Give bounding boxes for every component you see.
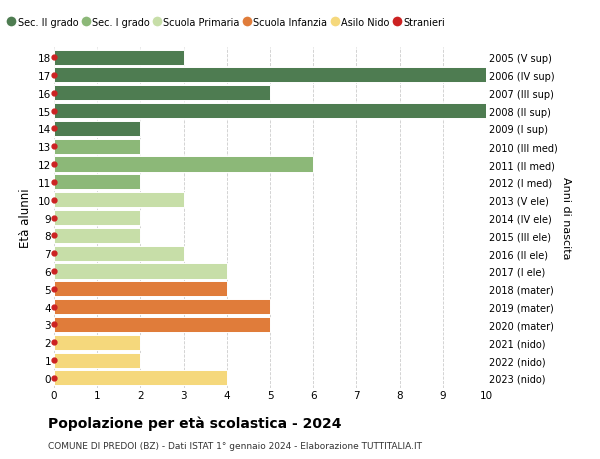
Text: Popolazione per età scolastica - 2024: Popolazione per età scolastica - 2024: [48, 415, 341, 430]
Bar: [54, 140, 140, 154]
Bar: [54, 193, 184, 208]
Bar: [54, 68, 486, 84]
Bar: [54, 246, 184, 261]
Bar: [54, 122, 140, 137]
Bar: [54, 157, 313, 172]
Bar: [54, 104, 486, 119]
Y-axis label: Età alunni: Età alunni: [19, 188, 32, 248]
Bar: [54, 211, 140, 225]
Bar: [54, 86, 270, 101]
Y-axis label: Anni di nascita: Anni di nascita: [562, 177, 571, 259]
Bar: [54, 370, 227, 386]
Legend: Sec. II grado, Sec. I grado, Scuola Primaria, Scuola Infanzia, Asilo Nido, Stran: Sec. II grado, Sec. I grado, Scuola Prim…: [5, 14, 449, 32]
Bar: [54, 335, 140, 350]
Bar: [54, 175, 140, 190]
Text: COMUNE DI PREDOI (BZ) - Dati ISTAT 1° gennaio 2024 - Elaborazione TUTTITALIA.IT: COMUNE DI PREDOI (BZ) - Dati ISTAT 1° ge…: [48, 441, 422, 450]
Bar: [54, 299, 270, 314]
Bar: [54, 282, 227, 297]
Bar: [54, 353, 140, 368]
Bar: [54, 228, 140, 243]
Bar: [54, 50, 184, 66]
Bar: [54, 317, 270, 332]
Bar: [54, 264, 227, 279]
